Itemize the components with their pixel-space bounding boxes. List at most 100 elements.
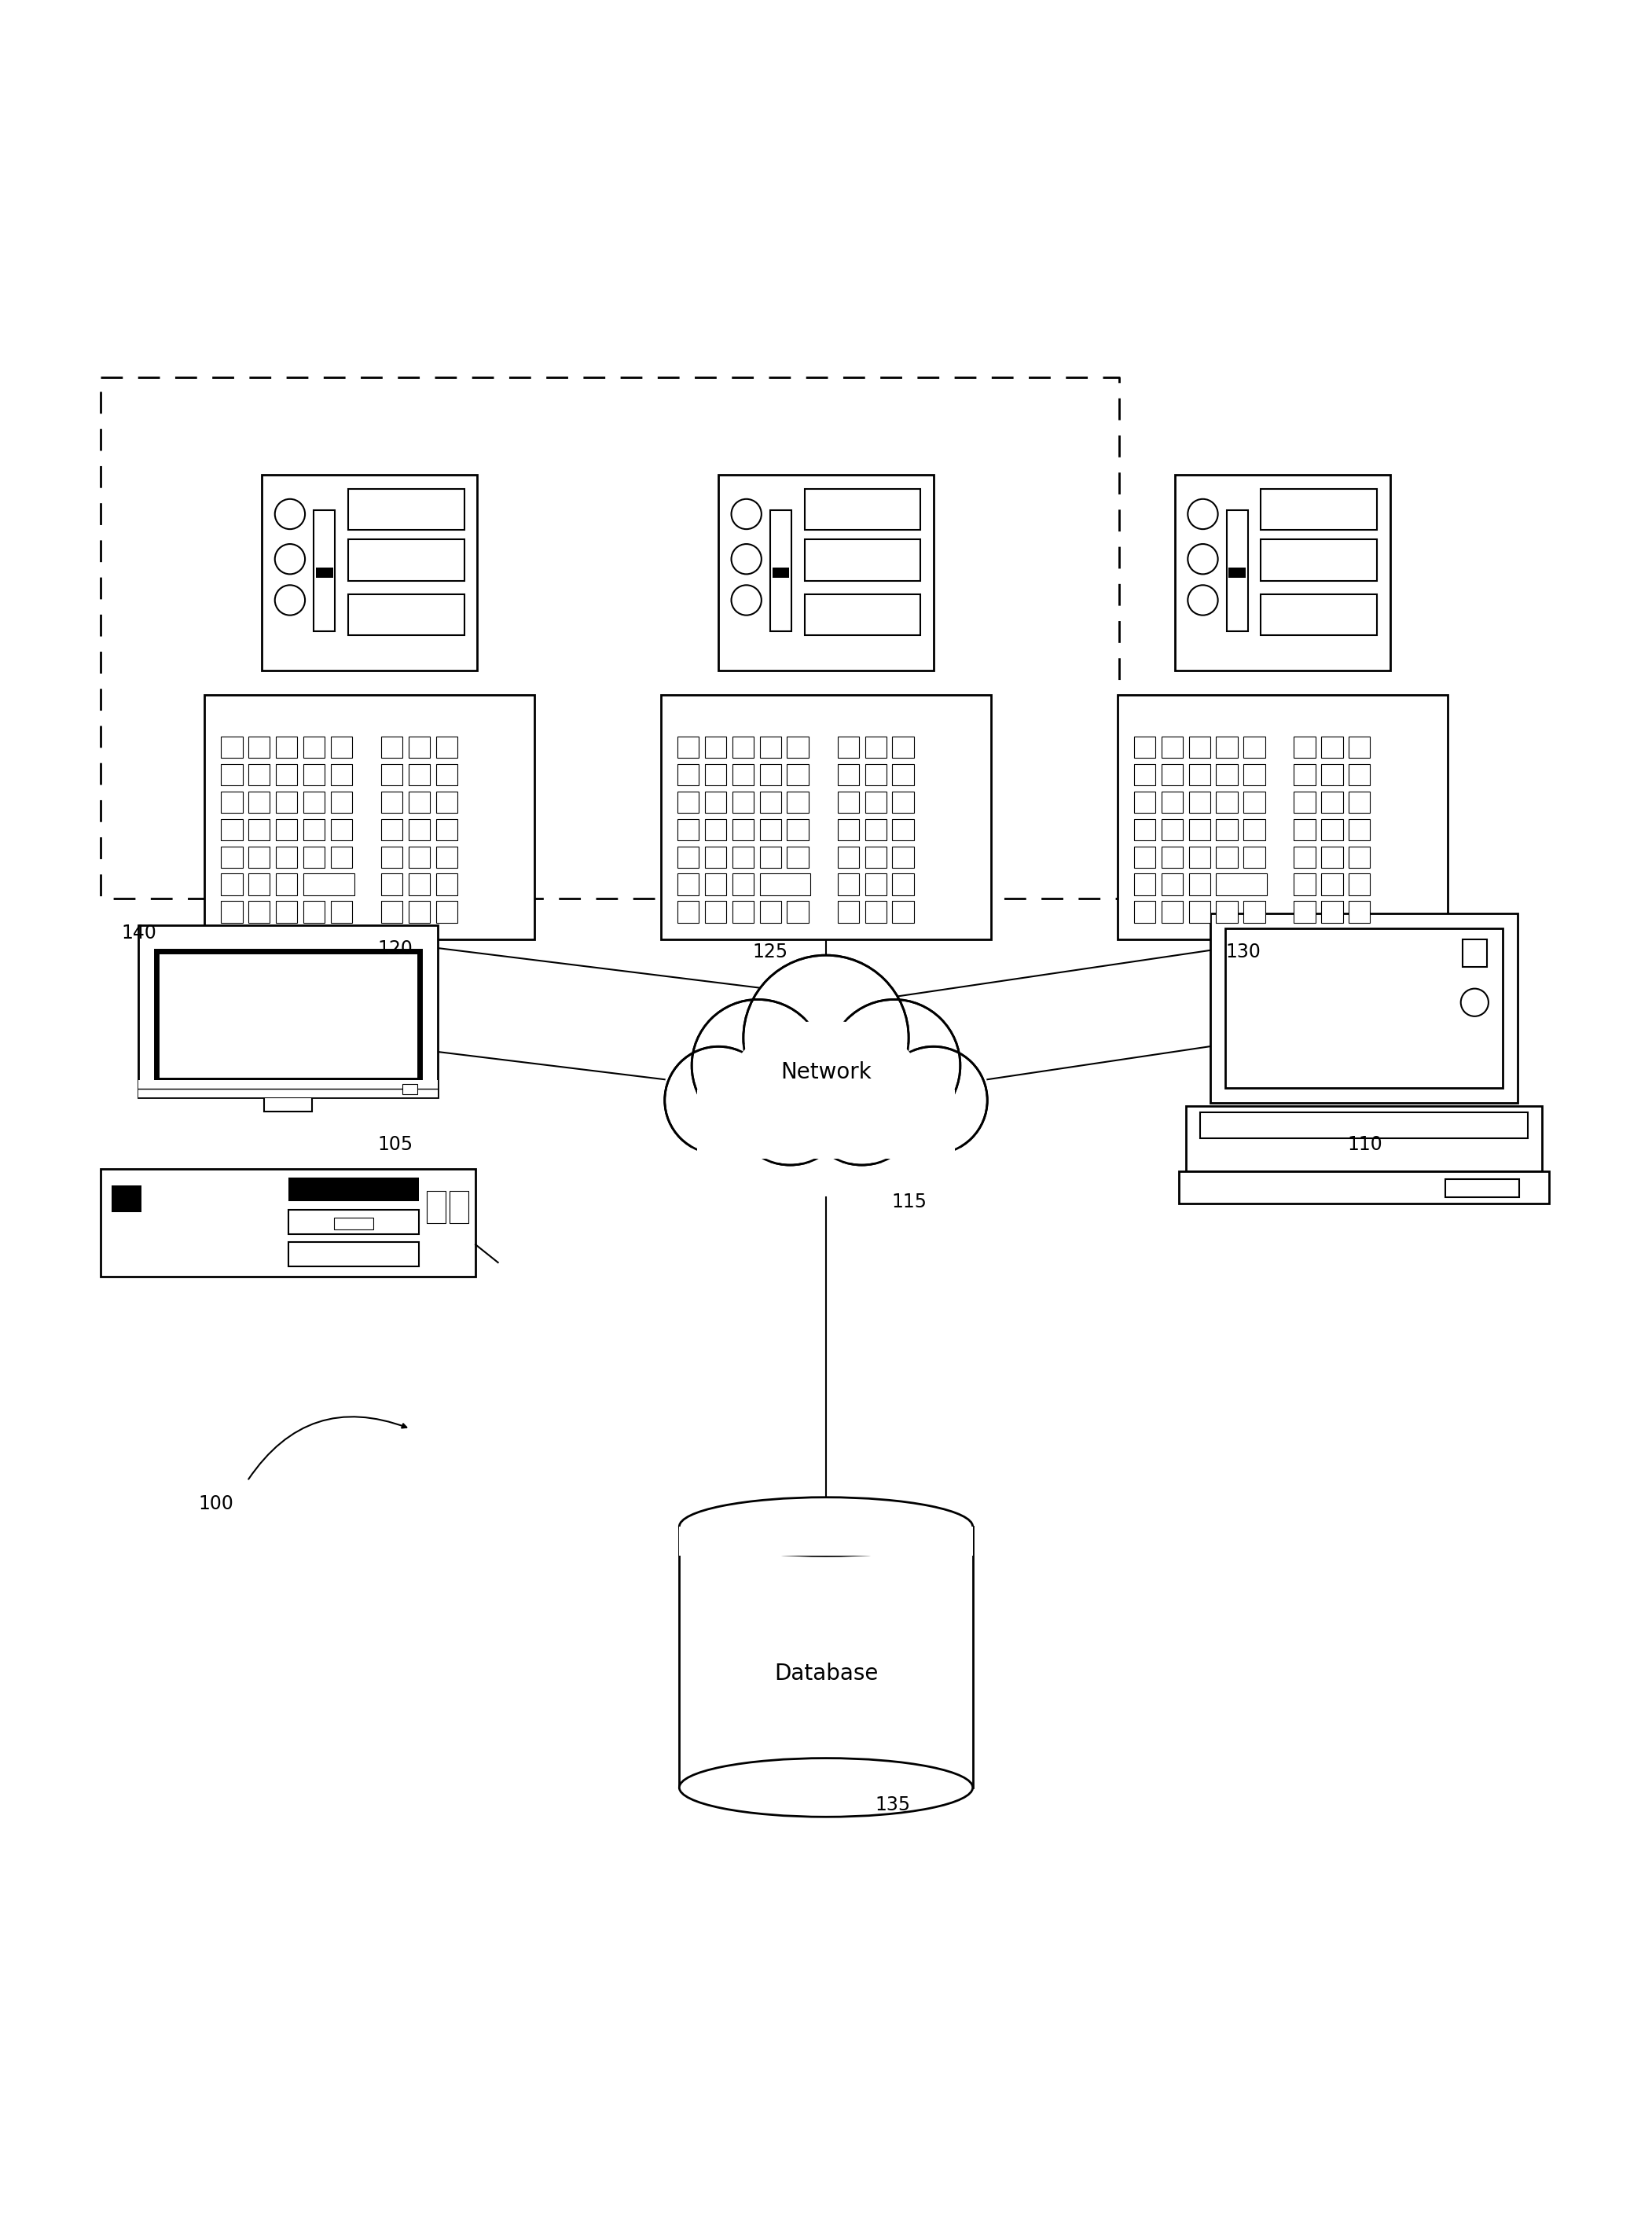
FancyBboxPatch shape <box>408 792 430 812</box>
FancyBboxPatch shape <box>263 474 477 671</box>
FancyBboxPatch shape <box>1175 474 1389 671</box>
FancyBboxPatch shape <box>349 488 464 530</box>
FancyBboxPatch shape <box>1216 763 1237 786</box>
FancyBboxPatch shape <box>330 819 352 839</box>
FancyBboxPatch shape <box>1133 736 1155 759</box>
FancyBboxPatch shape <box>1199 1112 1528 1139</box>
FancyBboxPatch shape <box>1446 1179 1520 1197</box>
FancyBboxPatch shape <box>449 1191 468 1222</box>
FancyBboxPatch shape <box>330 902 352 922</box>
FancyBboxPatch shape <box>838 763 859 786</box>
Text: Network: Network <box>780 1061 872 1083</box>
Text: Database: Database <box>775 1663 877 1685</box>
FancyBboxPatch shape <box>221 846 243 868</box>
FancyBboxPatch shape <box>760 819 781 839</box>
FancyBboxPatch shape <box>786 846 808 868</box>
FancyBboxPatch shape <box>732 819 753 839</box>
FancyBboxPatch shape <box>866 792 887 812</box>
FancyBboxPatch shape <box>382 819 403 839</box>
FancyBboxPatch shape <box>786 736 808 759</box>
Circle shape <box>274 544 306 575</box>
FancyBboxPatch shape <box>1244 819 1265 839</box>
FancyBboxPatch shape <box>1322 846 1343 868</box>
FancyBboxPatch shape <box>838 792 859 812</box>
FancyBboxPatch shape <box>1161 792 1183 812</box>
FancyBboxPatch shape <box>866 763 887 786</box>
FancyBboxPatch shape <box>1216 902 1237 922</box>
FancyBboxPatch shape <box>221 792 243 812</box>
FancyBboxPatch shape <box>866 819 887 839</box>
FancyBboxPatch shape <box>732 873 753 895</box>
FancyBboxPatch shape <box>304 902 325 922</box>
Circle shape <box>732 544 762 575</box>
FancyBboxPatch shape <box>705 873 727 895</box>
FancyBboxPatch shape <box>677 763 699 786</box>
FancyBboxPatch shape <box>661 696 991 940</box>
Circle shape <box>732 1050 847 1166</box>
FancyBboxPatch shape <box>436 819 458 839</box>
FancyBboxPatch shape <box>892 902 914 922</box>
Circle shape <box>274 499 306 528</box>
FancyBboxPatch shape <box>679 1526 973 1555</box>
FancyBboxPatch shape <box>1294 902 1315 922</box>
FancyBboxPatch shape <box>221 902 243 922</box>
FancyBboxPatch shape <box>276 846 297 868</box>
FancyBboxPatch shape <box>1161 736 1183 759</box>
FancyBboxPatch shape <box>1133 819 1155 839</box>
Circle shape <box>1188 499 1218 528</box>
FancyBboxPatch shape <box>401 1083 416 1094</box>
FancyBboxPatch shape <box>1348 819 1370 839</box>
FancyBboxPatch shape <box>382 873 403 895</box>
FancyBboxPatch shape <box>805 595 920 636</box>
FancyBboxPatch shape <box>1260 595 1378 636</box>
FancyBboxPatch shape <box>155 951 420 1081</box>
FancyBboxPatch shape <box>1322 792 1343 812</box>
Text: 110: 110 <box>1348 1135 1383 1155</box>
Ellipse shape <box>727 1016 925 1141</box>
FancyBboxPatch shape <box>1462 940 1487 967</box>
FancyBboxPatch shape <box>1211 913 1518 1103</box>
FancyBboxPatch shape <box>1348 846 1370 868</box>
FancyBboxPatch shape <box>382 846 403 868</box>
FancyBboxPatch shape <box>264 1097 312 1112</box>
FancyBboxPatch shape <box>1161 902 1183 922</box>
FancyBboxPatch shape <box>838 819 859 839</box>
FancyBboxPatch shape <box>221 763 243 786</box>
FancyBboxPatch shape <box>677 819 699 839</box>
FancyBboxPatch shape <box>1216 819 1237 839</box>
Ellipse shape <box>679 1759 973 1817</box>
FancyBboxPatch shape <box>838 846 859 868</box>
FancyBboxPatch shape <box>1216 792 1237 812</box>
FancyBboxPatch shape <box>732 792 753 812</box>
FancyBboxPatch shape <box>697 1090 955 1159</box>
FancyBboxPatch shape <box>866 736 887 759</box>
FancyBboxPatch shape <box>838 902 859 922</box>
FancyBboxPatch shape <box>436 763 458 786</box>
FancyBboxPatch shape <box>705 736 727 759</box>
FancyBboxPatch shape <box>866 873 887 895</box>
FancyBboxPatch shape <box>1294 792 1315 812</box>
FancyBboxPatch shape <box>786 792 808 812</box>
FancyBboxPatch shape <box>1216 846 1237 868</box>
Text: 100: 100 <box>198 1495 233 1513</box>
FancyBboxPatch shape <box>1348 736 1370 759</box>
FancyBboxPatch shape <box>786 763 808 786</box>
FancyBboxPatch shape <box>1180 1170 1550 1204</box>
Text: 140: 140 <box>122 924 157 942</box>
FancyBboxPatch shape <box>330 792 352 812</box>
FancyBboxPatch shape <box>705 902 727 922</box>
FancyBboxPatch shape <box>304 873 354 895</box>
FancyBboxPatch shape <box>1117 696 1447 940</box>
FancyBboxPatch shape <box>1189 763 1211 786</box>
FancyBboxPatch shape <box>436 873 458 895</box>
FancyBboxPatch shape <box>436 792 458 812</box>
FancyBboxPatch shape <box>276 736 297 759</box>
FancyBboxPatch shape <box>436 846 458 868</box>
FancyBboxPatch shape <box>112 1186 142 1213</box>
FancyBboxPatch shape <box>276 763 297 786</box>
FancyBboxPatch shape <box>705 763 727 786</box>
Circle shape <box>805 1050 920 1166</box>
Circle shape <box>828 1000 960 1132</box>
FancyBboxPatch shape <box>382 763 403 786</box>
FancyBboxPatch shape <box>139 1081 438 1097</box>
